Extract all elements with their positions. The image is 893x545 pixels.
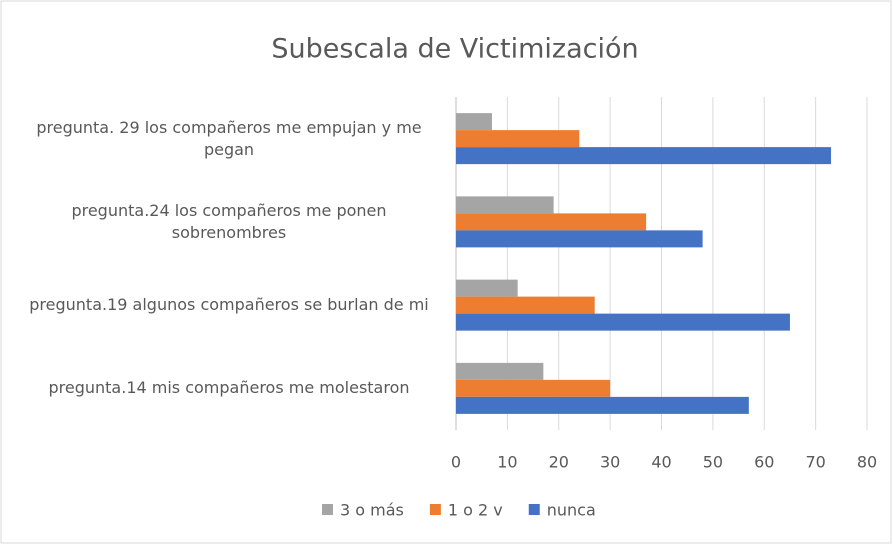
legend-label: 3 o más (340, 501, 404, 520)
y-tick-label: pregunta.14 mis compañeros me molestaron (48, 378, 410, 398)
x-tick-label: 10 (497, 453, 517, 472)
x-tick-label: 70 (805, 453, 825, 472)
bar (456, 196, 554, 214)
bar (456, 279, 518, 297)
bar (456, 313, 790, 331)
bar (456, 362, 544, 380)
x-tick-label: 60 (754, 453, 774, 472)
legend-label: nunca (547, 501, 596, 520)
legend-swatch (322, 504, 333, 515)
chart-title: Subescala de Victimización (271, 34, 638, 65)
x-tick-label: 50 (703, 453, 723, 472)
x-tick-label: 0 (451, 453, 461, 472)
bar (456, 213, 647, 231)
bar (456, 113, 492, 131)
x-tick-label: 30 (600, 453, 620, 472)
bar (456, 147, 832, 165)
bar (456, 296, 595, 314)
x-tick-label: 20 (549, 453, 569, 472)
bar (456, 379, 611, 397)
legend-label: 1 o 2 v (448, 501, 503, 520)
legend-swatch (528, 504, 540, 515)
y-tick-label: pregunta.19 algunos compañeros se burlan… (29, 295, 429, 315)
x-tick-label: 40 (651, 453, 671, 472)
bar (456, 396, 749, 414)
bar (456, 130, 580, 148)
y-tick-label: pregunta.24 los compañeros me ponen sobr… (71, 200, 387, 242)
legend-swatch (429, 504, 441, 515)
x-tick-label: 80 (857, 453, 877, 472)
bar (456, 230, 703, 248)
y-tick-label: pregunta. 29 los compañeros me empujan y… (36, 117, 422, 159)
